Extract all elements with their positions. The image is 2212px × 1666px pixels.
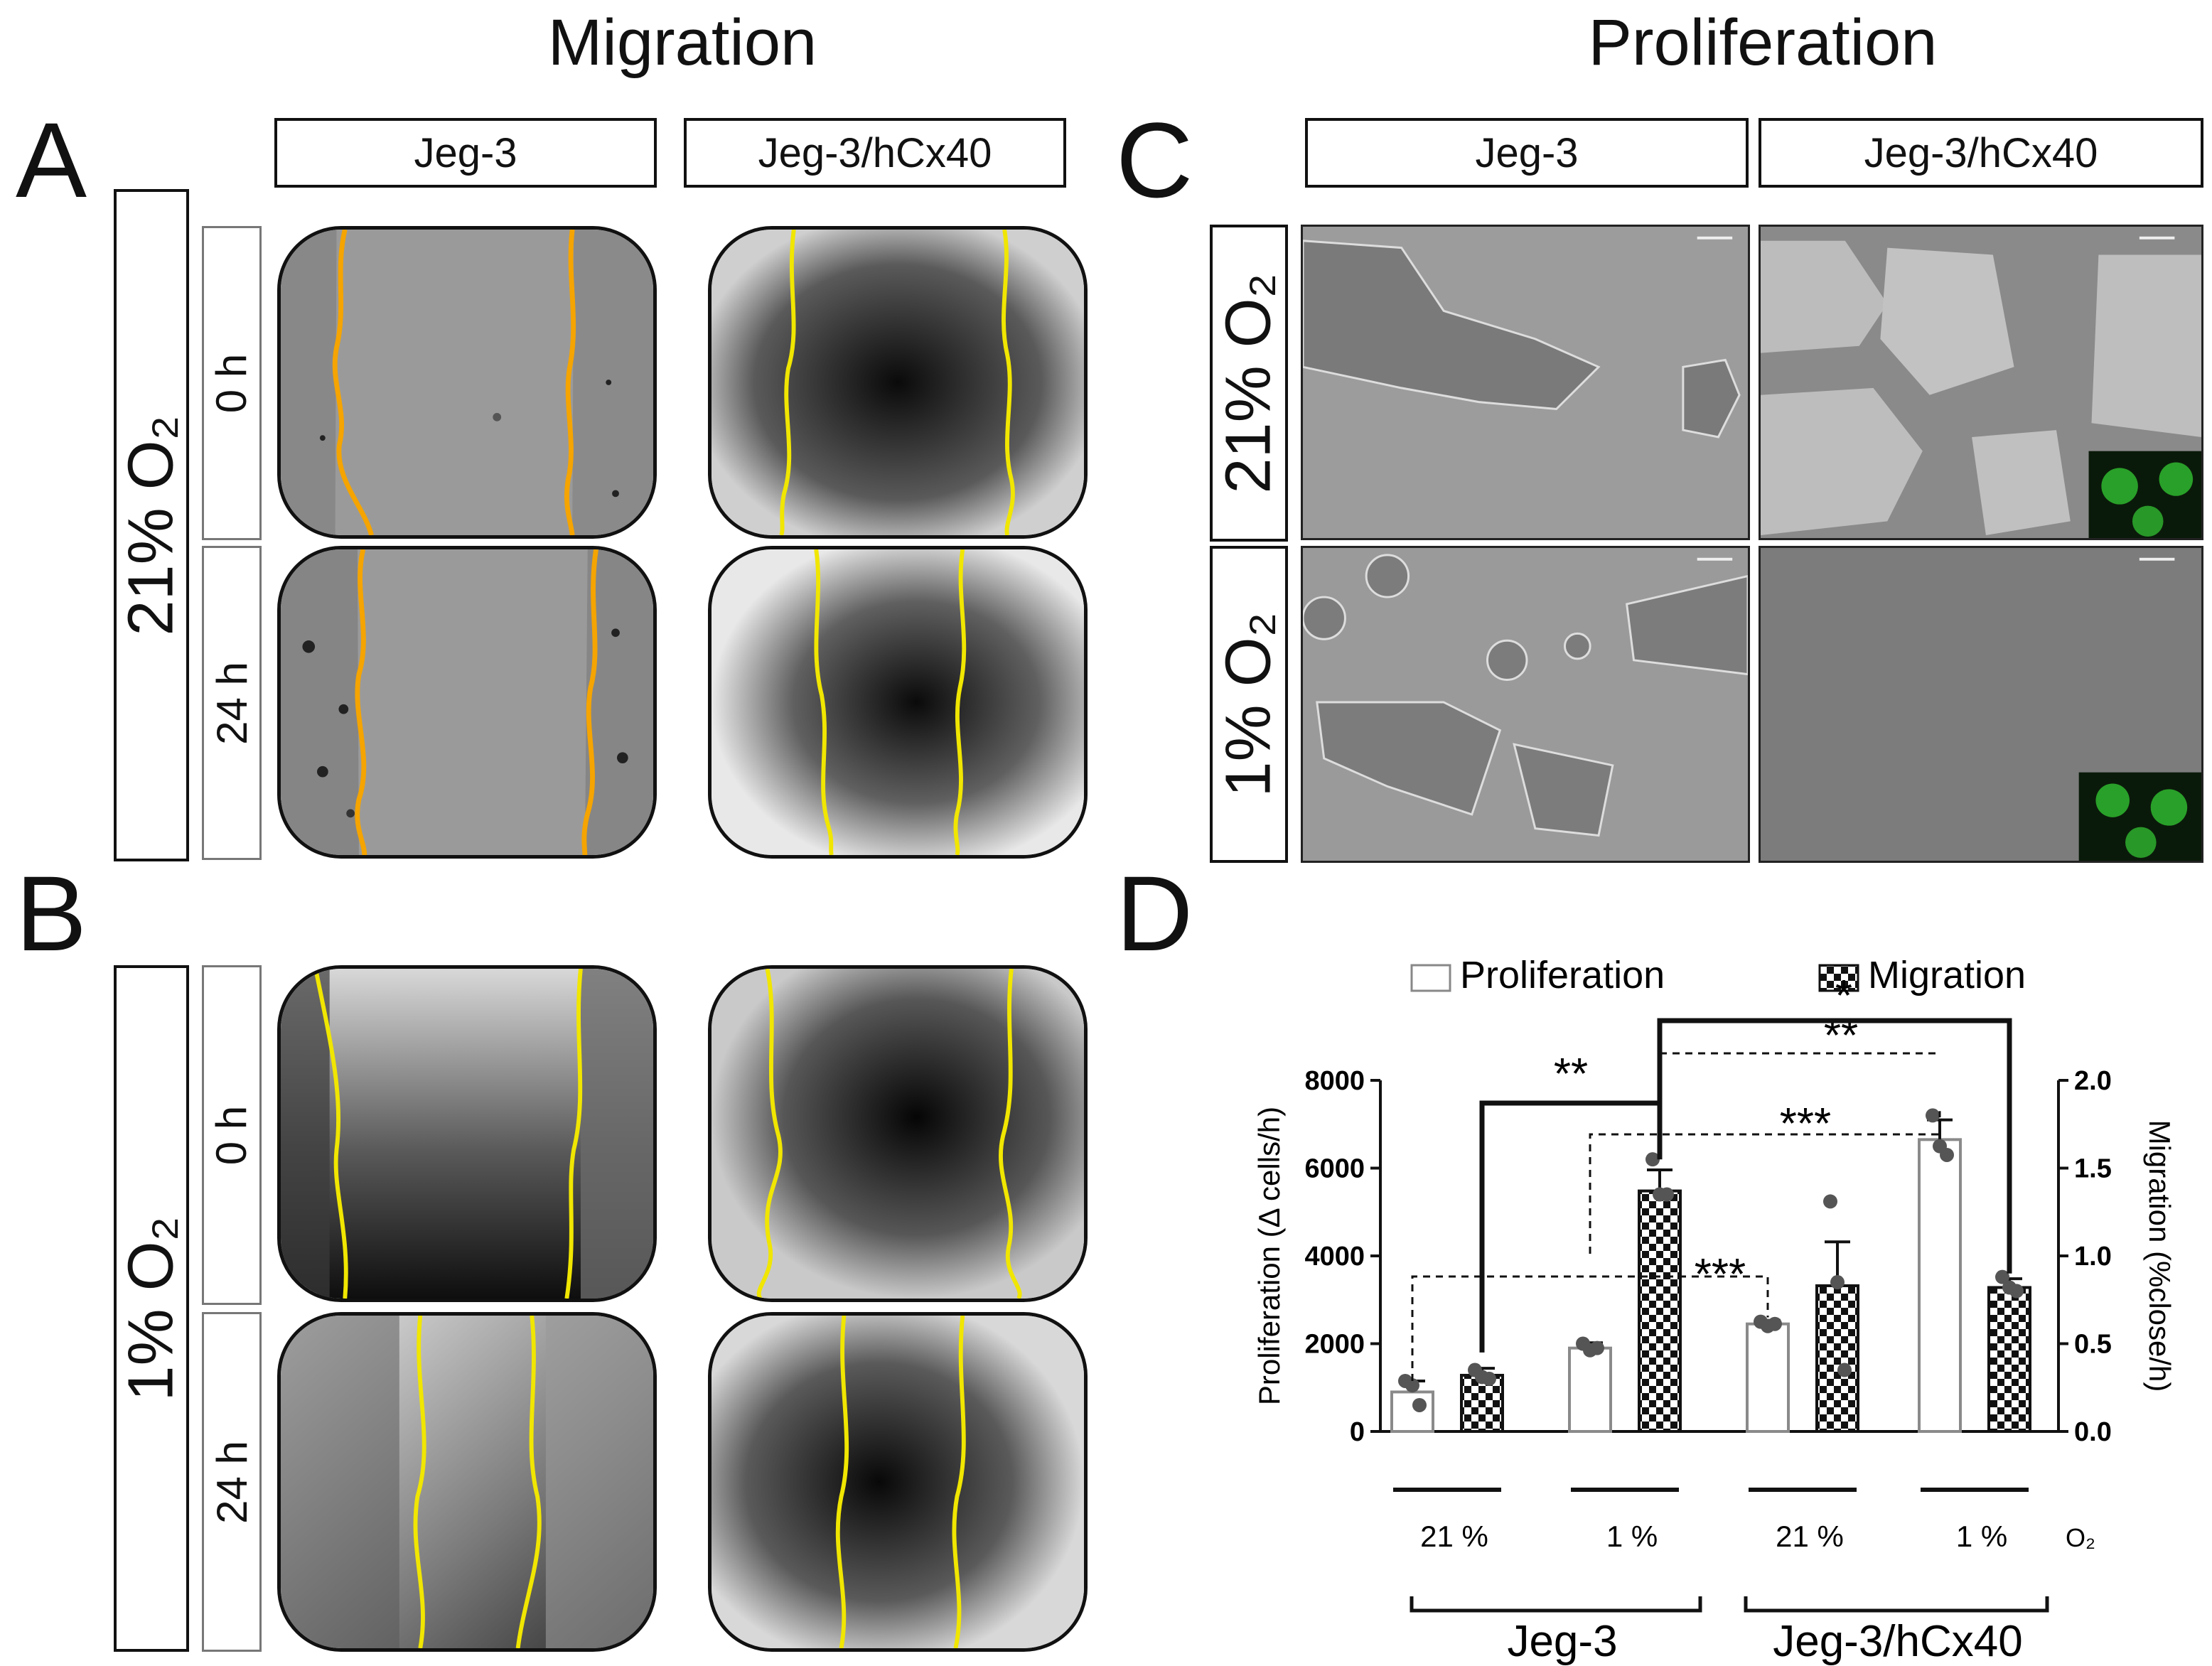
legend-label-migration: Migration: [1868, 954, 2026, 996]
right-axis-title: Migration (%close/h): [2143, 1120, 2176, 1392]
cell-line-label: Jeg-3: [1507, 1617, 1617, 1666]
bar-proliferation: [1746, 1322, 1790, 1434]
right-tick-label: 0.5: [2074, 1330, 2112, 1360]
proliferation-col-label-jeg3: Jeg-3: [1305, 118, 1749, 188]
cell-line-bracket: [1410, 1596, 1702, 1613]
left-tick-label: 0: [1350, 1417, 1365, 1447]
well-a-jeg3-0h: [277, 226, 657, 539]
left-tick-label: 4000: [1304, 1242, 1365, 1272]
right-tick-label: 1.0: [2074, 1242, 2112, 1272]
well-b-jeg3-0h: [277, 965, 657, 1302]
data-point: [1405, 1378, 1419, 1393]
well-a-hcx40-24h: [708, 546, 1088, 859]
bar-migration: [1987, 1286, 2031, 1433]
right-tick-label: 2.0: [2074, 1066, 2112, 1096]
condition-label: 21 %: [1776, 1520, 1844, 1553]
panel-b-time-24h: 24 h: [202, 1312, 262, 1652]
legend-label-proliferation: Proliferation: [1460, 954, 1665, 996]
right-tick-label: 1.5: [2074, 1154, 2112, 1184]
data-point: [1412, 1397, 1427, 1412]
bar-migration: [1815, 1284, 1859, 1433]
well-a-jeg3-24h: [277, 546, 657, 859]
significance-label: ***: [1695, 1250, 1746, 1299]
bar-proliferation: [1390, 1390, 1434, 1433]
legend-swatch-proliferation: [1410, 964, 1451, 992]
panel-b-condition-label: 1% O₂: [114, 965, 189, 1652]
cell-line-bracket: [1744, 1596, 2049, 1613]
significance-label: ***: [1780, 1100, 1831, 1149]
micrograph-hcx40-1: [1759, 546, 2203, 863]
left-tick-label: 8000: [1304, 1066, 1365, 1096]
migration-col-label-hcx40: Jeg-3/hCx40: [684, 118, 1066, 188]
data-point: [1660, 1187, 1674, 1202]
right-tick-label: 0.0: [2074, 1417, 2112, 1447]
significance-label: **: [1554, 1050, 1588, 1099]
panel-b-time-0h: 0 h: [202, 965, 262, 1305]
well-b-jeg3-24h: [277, 1312, 657, 1652]
data-point: [1823, 1194, 1837, 1209]
bar-migration: [1638, 1189, 1682, 1433]
data-point: [1926, 1108, 1940, 1123]
panel-d-chart: Proliferation Migration 0 2000 4000 6000 8000…: [1252, 954, 2176, 1666]
data-point: [1837, 1363, 1852, 1377]
proliferation-col-label-hcx40: Jeg-3/hCx40: [1759, 118, 2203, 188]
well-b-hcx40-24h: [708, 1312, 1088, 1652]
bar-proliferation: [1918, 1138, 1962, 1433]
cell-line-label: Jeg-3/hCx40: [1773, 1617, 2023, 1666]
micrograph-jeg3-1: [1301, 546, 1750, 863]
proliferation-heading: Proliferation: [1588, 6, 1938, 79]
left-tick-label: 6000: [1304, 1154, 1365, 1184]
panel-a-condition-label: 21% O₂: [114, 189, 189, 861]
condition-label: 1 %: [1606, 1520, 1658, 1553]
panel-a-time-0h: 0 h: [202, 226, 262, 540]
left-tick-label: 2000: [1304, 1330, 1365, 1360]
data-point: [2009, 1284, 2024, 1299]
significance-bracket: [1479, 1100, 1663, 1353]
significance-bracket: [1657, 1018, 2012, 1274]
data-point: [1590, 1340, 1604, 1355]
well-b-hcx40-0h: [708, 965, 1088, 1302]
data-point: [1995, 1269, 2009, 1284]
well-a-hcx40-0h: [708, 226, 1088, 539]
data-point: [1830, 1275, 1845, 1290]
panel-a-time-24h: 24 h: [202, 546, 262, 860]
micrograph-hcx40-21: [1759, 225, 2203, 540]
data-point: [1482, 1371, 1496, 1386]
condition-label: 21 %: [1420, 1520, 1488, 1553]
data-point: [1645, 1152, 1660, 1167]
panel-b-letter: B: [16, 854, 87, 973]
data-point: [1768, 1316, 1782, 1331]
micrograph-jeg3-21: [1301, 225, 1750, 540]
data-point: [1940, 1147, 1954, 1162]
bar-proliferation: [1568, 1346, 1612, 1433]
panel-c-letter: C: [1116, 100, 1193, 220]
condition-label: 1 %: [1956, 1520, 2007, 1553]
o2-label: O₂: [2066, 1523, 2095, 1552]
panel-d-letter: D: [1116, 854, 1193, 973]
significance-label: *: [1835, 972, 1852, 1021]
legend-swatch-migration: [1818, 964, 1859, 992]
panel-c-condition-1: 1% O₂: [1210, 546, 1288, 863]
panel-c-condition-21: 21% O₂: [1210, 225, 1288, 542]
left-axis-title: Proliferation (Δ cells/h): [1252, 1107, 1286, 1405]
significance-bracket: [1411, 1275, 1769, 1381]
migration-col-label-jeg3: Jeg-3: [274, 118, 657, 188]
significance-bracket: [1589, 1111, 1941, 1254]
migration-heading: Migration: [547, 6, 817, 79]
panel-a-letter: A: [16, 100, 87, 220]
